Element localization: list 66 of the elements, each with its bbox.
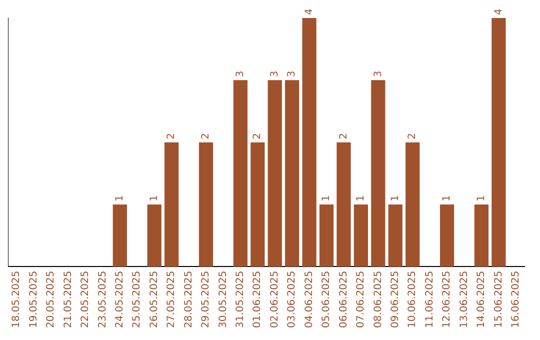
x-tick-label: 31.05.2025 [235,270,246,328]
x-tick-label: 30.05.2025 [218,270,229,328]
x-tick-label: 10.06.2025 [407,270,418,328]
data-label: 3 [286,70,298,78]
data-label: 1 [356,195,367,202]
x-tick-label: 13.06.2025 [458,270,470,328]
data-label: 3 [235,70,246,78]
x-tick-label: 07.06.2025 [356,270,367,328]
data-label: 1 [476,195,488,202]
x-tick-label: 11.06.2025 [424,270,436,328]
x-tick-label: 24.05.2025 [114,270,126,328]
x-tick-label: 22.05.2025 [80,270,92,328]
x-tick-label: 14.06.2025 [476,270,488,328]
x-tick-label: 05.06.2025 [321,270,332,328]
bar [319,204,334,267]
data-label: 1 [148,195,160,202]
data-label: 2 [200,132,212,140]
x-tick-label: 15.06.2025 [493,270,504,328]
x-tick-label: 08.06.2025 [372,270,384,328]
data-label: 1 [114,195,126,202]
bar [250,142,265,267]
x-tick-label: 01.06.2025 [252,270,264,328]
x-tick-label: 26.05.2025 [148,270,160,328]
data-label: 1 [321,195,332,202]
data-label: 2 [338,132,350,140]
data-label: 2 [407,132,418,140]
data-label: 2 [166,132,178,140]
bar [233,80,248,267]
x-tick-label: 02.06.2025 [269,270,280,328]
bar [406,142,420,267]
x-tick-label: 16.06.2025 [510,270,522,328]
bar [147,204,162,267]
x-tick-label: 27.05.2025 [166,270,178,328]
bar [285,80,300,267]
x-tick-label: 28.05.2025 [183,270,194,328]
x-tick-label: 21.05.2025 [62,270,74,328]
bar [302,18,316,267]
x-tick-label: 20.05.2025 [46,270,57,328]
bar [371,80,386,267]
bar [388,204,402,267]
x-tick-label: 04.06.2025 [304,270,315,328]
x-tick-label: 23.05.2025 [97,270,108,328]
bar [268,80,282,267]
bar [474,204,489,267]
data-label: 1 [442,195,453,202]
x-tick-label: 19.05.2025 [28,270,40,328]
data-label: 1 [390,195,401,202]
x-tick-label: 18.05.2025 [11,270,22,328]
x-tick-label: 09.06.2025 [390,270,401,328]
x-tick-label: 29.05.2025 [200,270,212,328]
bar [492,18,506,267]
x-tick-label: 06.06.2025 [338,270,350,328]
x-tick-label: 25.05.2025 [132,270,143,328]
bar [112,204,127,267]
data-label: 4 [304,8,315,15]
x-tick-label: 03.06.2025 [286,270,298,328]
data-label: 2 [252,132,264,140]
data-label: 4 [493,8,504,15]
bar [336,142,351,267]
data-label: 3 [372,70,384,78]
x-tick-label: 12.06.2025 [442,270,453,328]
bar [198,142,214,267]
data-label: 3 [269,70,280,78]
bar [354,204,368,267]
bar [164,142,179,267]
bar [440,204,454,267]
